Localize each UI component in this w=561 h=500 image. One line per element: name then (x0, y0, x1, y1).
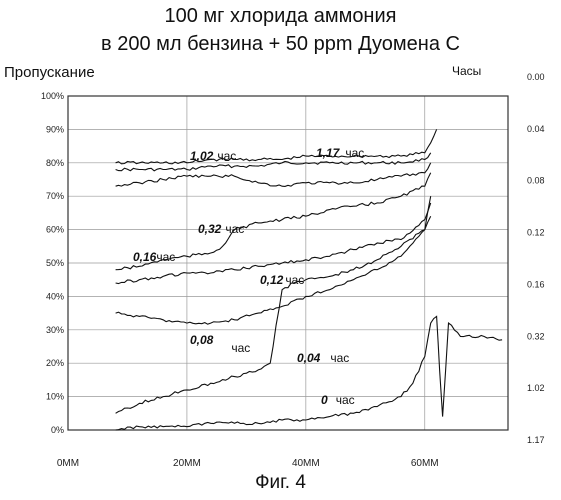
right-tick-label: 0.16 (527, 279, 545, 289)
y-tick-label: 30% (46, 325, 64, 335)
annotation-0-16: 0,16час (133, 250, 175, 264)
right-tick-label: 0.12 (527, 228, 545, 238)
y-tick-label: 20% (46, 358, 64, 368)
annotation-0-32: 0,32час (198, 222, 244, 236)
annotation-0: 0час (321, 393, 355, 407)
x-tick-label: 20MM (173, 458, 201, 469)
right-tick-label: 1.02 (527, 383, 545, 393)
y-tick-labels: 0% 10% 20% 30% 40% 50% 60% 70% 80% 90% 100% (41, 91, 64, 435)
series-line (116, 163, 431, 187)
series-lines (116, 129, 503, 430)
series-line (116, 129, 437, 163)
right-tick-label: 0.04 (527, 124, 545, 134)
right-tick-labels: 0.00 0.04 0.08 0.12 0.16 0.32 1.02 1.17 (527, 72, 545, 445)
right-tick-label: 0.08 (527, 176, 545, 186)
y-tick-label: 80% (46, 158, 64, 168)
figure-caption: Фиг. 4 (0, 472, 561, 494)
annotation-1-17: 1,17час (316, 146, 364, 160)
y-tick-label: 90% (46, 124, 64, 134)
x-tick-label: 0MM (57, 458, 79, 469)
series-line (116, 203, 431, 284)
y-tick-label: 40% (46, 291, 64, 301)
y-tick-label: 0% (51, 425, 64, 435)
x-tick-label: 40MM (292, 458, 320, 469)
y-tick-label: 100% (41, 91, 64, 101)
right-tick-label: 0.32 (527, 331, 545, 341)
x-tick-label: 60MM (411, 458, 439, 469)
series-line (116, 216, 431, 413)
y-tick-label: 70% (46, 191, 64, 201)
annotation-0-08: 0,08час (190, 333, 250, 355)
y-tick-label: 50% (46, 258, 64, 268)
y-tick-label: 10% (46, 392, 64, 402)
series-line (116, 153, 431, 171)
annotation-0-12: 0,12час (260, 273, 304, 287)
x-tick-labels: 0MM 20MM 40MM 60MM (57, 458, 439, 469)
annotation-1-02: 1,02час (190, 149, 236, 163)
right-tick-label: 0.00 (527, 72, 545, 82)
y-tick-label: 60% (46, 225, 64, 235)
right-tick-label: 1.17 (527, 435, 545, 445)
series-line (116, 316, 503, 430)
